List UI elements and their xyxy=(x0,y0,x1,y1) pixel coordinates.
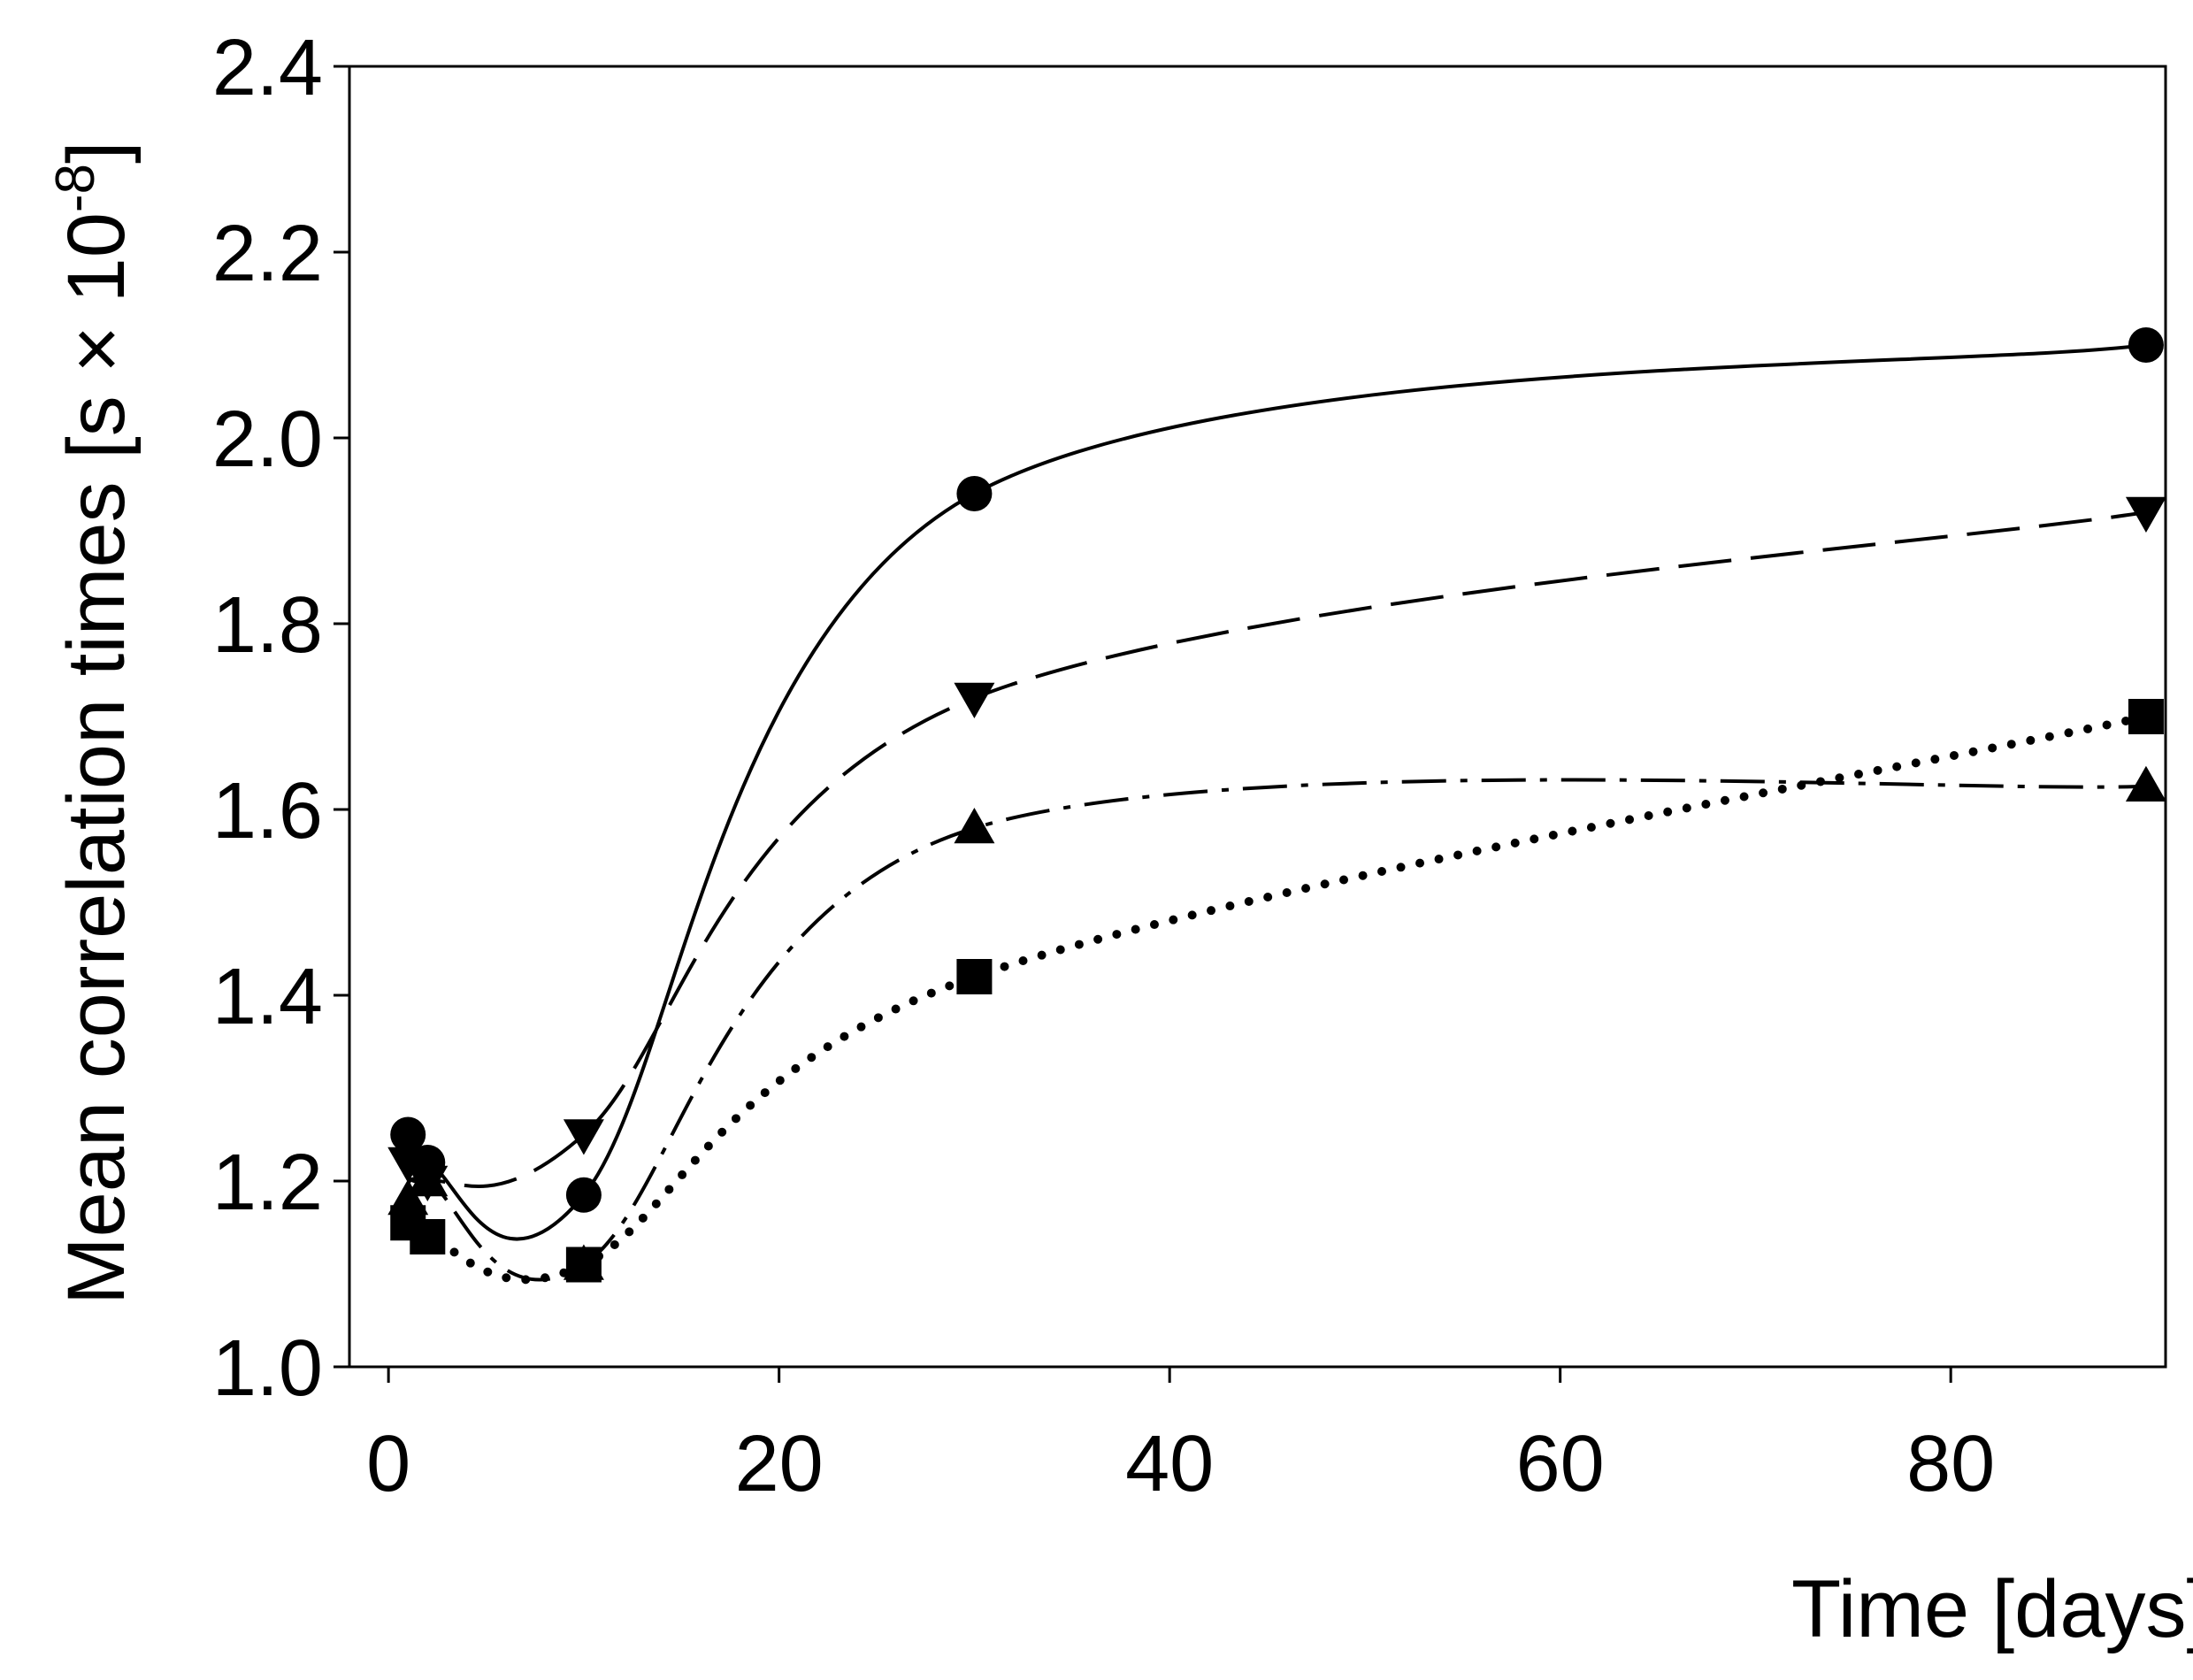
data-point-circle xyxy=(565,1177,602,1213)
data-point-square xyxy=(2128,699,2164,734)
x-tick-label: 60 xyxy=(1516,1420,1605,1508)
data-point-triangle-up xyxy=(2125,765,2166,802)
y-tick-label: 2.0 xyxy=(212,395,323,484)
x-axis: 0 20 40 60 80 xyxy=(366,1367,1995,1508)
x-axis-title: Time [days] xyxy=(1791,1564,2193,1654)
data-point-circle xyxy=(390,1116,426,1153)
data-point-triangle-down xyxy=(954,682,995,718)
y-axis: 1.0 1.2 1.4 1.6 1.8 2.0 2.2 2.4 xyxy=(212,24,349,1413)
data-point-triangle-down xyxy=(563,1119,604,1155)
series-line-circle xyxy=(406,343,2147,1241)
data-point-circle xyxy=(2128,327,2164,363)
y-tick-label: 1.0 xyxy=(212,1324,323,1413)
y-axis-title-base: Mean correlation times [s × 10 xyxy=(51,212,142,1305)
y-axis-title-exponent: -8 xyxy=(45,164,106,212)
x-tick-label: 20 xyxy=(735,1420,824,1508)
y-tick-label: 1.6 xyxy=(212,767,323,855)
y-tick-label: 2.4 xyxy=(212,24,323,112)
series-line-triangle-up xyxy=(406,778,2146,1282)
data-point-triangle-up xyxy=(407,1161,449,1197)
data-point-triangle-down xyxy=(2125,496,2166,533)
data-point-triangle-up xyxy=(954,808,995,844)
plot-area-frame xyxy=(348,65,2167,1369)
y-tick-label: 1.2 xyxy=(212,1139,323,1227)
x-tick-label: 80 xyxy=(1906,1420,1995,1508)
y-axis-title-close: ] xyxy=(51,141,142,164)
series-line-triangle-down xyxy=(406,510,2147,1188)
series-line-square xyxy=(403,712,2151,1285)
data-point-circle xyxy=(956,476,993,511)
data-point-triangle-down xyxy=(387,1147,429,1183)
data-point-square xyxy=(956,959,993,994)
data-point-square xyxy=(565,1247,602,1283)
y-axis-title: Mean correlation times [s × 10-8] xyxy=(45,141,142,1305)
series-layer xyxy=(403,343,2151,1285)
marker-layer xyxy=(387,327,2166,1283)
x-tick-label: 0 xyxy=(366,1420,410,1508)
y-tick-label: 1.4 xyxy=(212,953,323,1041)
y-tick-label: 2.2 xyxy=(212,210,323,298)
y-tick-label: 1.8 xyxy=(212,581,323,670)
x-tick-label: 40 xyxy=(1125,1420,1214,1508)
data-point-square xyxy=(410,1219,446,1254)
